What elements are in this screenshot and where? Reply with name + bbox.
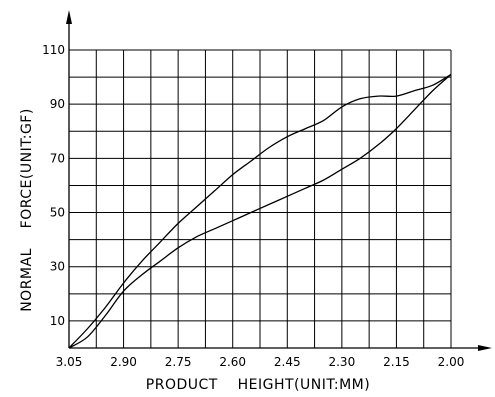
x-tick-label: 2.45 (274, 355, 301, 369)
y-tick-label: 90 (50, 97, 65, 111)
series-line-2 (68, 73, 452, 349)
y-tick-label: 30 (50, 260, 65, 274)
x-tick-label: 2.15 (383, 355, 410, 369)
x-tick-label: 2.60 (219, 355, 246, 369)
x-tick-label: 2.75 (165, 355, 192, 369)
series-line-1 (68, 73, 452, 349)
y-tick-label: 70 (50, 151, 65, 165)
tick-labels: 10 30 50 70 90 110 3.05 2.90 2.75 2.60 2.45 2.30 2.1… (42, 43, 464, 369)
y-tick-label: 110 (42, 43, 65, 57)
x-tick-label: 3.05 (56, 355, 83, 369)
grid (69, 49, 452, 348)
x-tick-label: 2.90 (110, 355, 137, 369)
y-tick-label: 10 (50, 314, 65, 328)
axes (66, 10, 492, 351)
series-group (68, 73, 452, 349)
x-tick-label: 2.00 (438, 355, 465, 369)
x-axis-arrow (478, 345, 492, 351)
x-axis-label: PRODUCT HEIGHT(UNIT:MM) (146, 377, 370, 393)
y-axis-arrow (66, 10, 72, 24)
y-axis-label: NORMAL FORCE(UNIT:GF) (19, 108, 35, 312)
y-tick-label: 50 (50, 206, 65, 220)
x-tick-label: 2.30 (328, 355, 355, 369)
